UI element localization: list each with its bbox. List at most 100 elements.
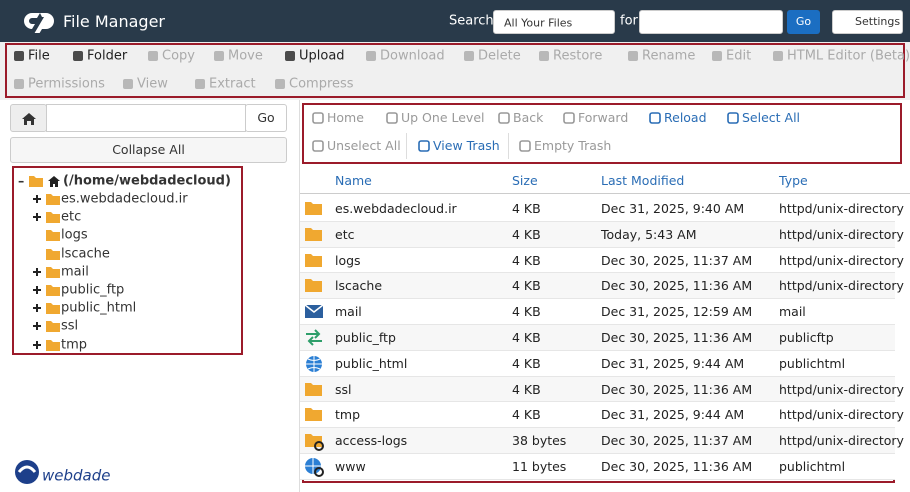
toolbar-button[interactable]: Upload xyxy=(299,48,345,64)
cpanel-logo xyxy=(24,13,54,33)
cell-type: httpd/unix-directory xyxy=(779,278,904,294)
tree-item[interactable]: logs xyxy=(61,227,88,243)
tree-item[interactable]: public_ftp xyxy=(61,282,125,298)
tree-root[interactable]: (/home/webdadecloud) xyxy=(63,173,231,189)
nav-separator xyxy=(406,133,407,159)
tree-folder xyxy=(46,194,60,205)
table-row[interactable] xyxy=(300,402,895,429)
column-header[interactable]: Type xyxy=(779,172,808,188)
search-go[interactable]: Go xyxy=(787,10,820,34)
tree-folder xyxy=(46,321,60,333)
nav-button[interactable]: Select All xyxy=(742,109,801,125)
search-label: Search xyxy=(449,13,494,29)
table-row[interactable] xyxy=(300,350,895,377)
toolbar-button[interactable]: Download xyxy=(380,48,445,64)
toolbar-icon xyxy=(464,51,474,61)
path-go[interactable]: Go xyxy=(245,104,287,132)
nav-button[interactable]: Forward xyxy=(578,109,629,125)
home-button[interactable] xyxy=(10,104,47,132)
toolbar-button[interactable]: Move xyxy=(228,48,263,64)
cell-modified: Dec 31, 2025, 12:59 AM xyxy=(601,303,753,319)
tree-plus xyxy=(33,213,41,222)
toolbar-button[interactable]: HTML Editor (Beta) xyxy=(787,48,910,64)
tree-item[interactable]: tmp xyxy=(61,337,88,353)
toolbar-button[interactable]: Permissions xyxy=(28,76,105,92)
toolbar-icon xyxy=(275,79,285,89)
cell-modified: Today, 5:43 AM xyxy=(601,226,697,242)
tree-item[interactable]: lscache xyxy=(61,246,110,262)
tree-item[interactable]: ssl xyxy=(61,318,79,334)
tree-highlight xyxy=(12,166,243,355)
column-header[interactable]: Size xyxy=(512,172,538,188)
cell-name: tmp xyxy=(335,407,361,423)
toolbar-button[interactable]: Folder xyxy=(87,48,128,64)
tree-item[interactable]: etc xyxy=(61,209,82,225)
toolbar-button[interactable]: Compress xyxy=(289,76,354,92)
toolbar-button[interactable]: View xyxy=(137,76,168,92)
nav-icon xyxy=(563,112,575,124)
nav-button[interactable]: View Trash xyxy=(433,137,500,153)
toolbar-button[interactable]: File xyxy=(28,48,50,64)
tree-item[interactable]: public_html xyxy=(61,300,137,316)
cell-size: 4 KB xyxy=(512,278,541,294)
nav-button[interactable]: Empty Trash xyxy=(534,137,612,153)
toolbar-icon xyxy=(14,51,24,61)
tree-folder xyxy=(46,248,60,260)
nav-icon xyxy=(418,140,430,152)
nav-button[interactable]: Back xyxy=(513,109,544,125)
tree-root-icons xyxy=(29,176,60,187)
tree-item[interactable]: mail xyxy=(61,264,89,280)
tree-item[interactable]: es.webdadecloud.ir xyxy=(61,191,188,207)
table-row[interactable] xyxy=(300,221,895,248)
toolbar-button[interactable]: Delete xyxy=(478,48,521,64)
column-header[interactable]: Name xyxy=(335,172,372,188)
table-row[interactable] xyxy=(300,428,895,454)
cell-size: 4 KB xyxy=(512,200,541,216)
search-scope-select[interactable]: All Your Files xyxy=(493,10,615,34)
toolbar-button[interactable]: Edit xyxy=(726,48,752,64)
table-row[interactable] xyxy=(300,325,895,351)
table-header xyxy=(300,168,910,194)
tree-plus xyxy=(33,286,41,294)
table-row[interactable] xyxy=(300,196,895,222)
nav-button[interactable]: Home xyxy=(327,109,364,125)
tree-plus xyxy=(33,304,41,313)
toolbar-icon xyxy=(773,51,783,61)
nav-icon xyxy=(498,112,510,124)
settings-button[interactable]: Settings xyxy=(832,10,903,34)
toolbar-button[interactable]: Restore xyxy=(553,48,603,64)
toolbar-button[interactable]: Extract xyxy=(209,76,256,92)
cell-type: httpd/unix-directory xyxy=(779,200,904,216)
tree-folder xyxy=(46,285,60,296)
cell-type: mail xyxy=(779,303,806,319)
table-row[interactable] xyxy=(300,376,895,403)
table-row[interactable] xyxy=(300,454,895,480)
cell-name: access-logs xyxy=(335,432,408,448)
table-row[interactable] xyxy=(300,299,895,325)
column-header[interactable]: Last Modified xyxy=(601,172,685,188)
panel-divider xyxy=(299,100,300,492)
file-icon xyxy=(305,227,322,241)
toolbar-button[interactable]: Rename xyxy=(642,48,696,64)
nav-icon xyxy=(519,140,531,152)
nav-icon xyxy=(649,112,661,124)
cell-modified: Dec 30, 2025, 11:37 AM xyxy=(601,432,753,448)
search-input[interactable] xyxy=(639,10,783,34)
collapse-all[interactable]: Collapse All xyxy=(10,137,287,163)
cell-name: mail xyxy=(335,303,362,319)
table-row[interactable] xyxy=(300,273,895,300)
cell-size: 4 KB xyxy=(512,355,541,371)
nav-button[interactable]: Reload xyxy=(664,109,707,125)
toolbar-button[interactable]: Copy xyxy=(162,48,195,64)
nav-button[interactable]: Unselect All xyxy=(327,137,401,153)
cell-size: 4 KB xyxy=(512,303,541,319)
cell-modified: Dec 30, 2025, 11:36 AM xyxy=(601,278,753,294)
nav-icon xyxy=(312,140,324,152)
toolbar-icon xyxy=(628,51,638,61)
toolbar-icon xyxy=(539,51,549,61)
tree-collapse[interactable]: – xyxy=(18,172,25,188)
path-input[interactable] xyxy=(46,104,246,132)
tree-plus xyxy=(33,322,41,331)
table-row[interactable] xyxy=(300,247,895,274)
nav-button[interactable]: Up One Level xyxy=(401,109,485,125)
